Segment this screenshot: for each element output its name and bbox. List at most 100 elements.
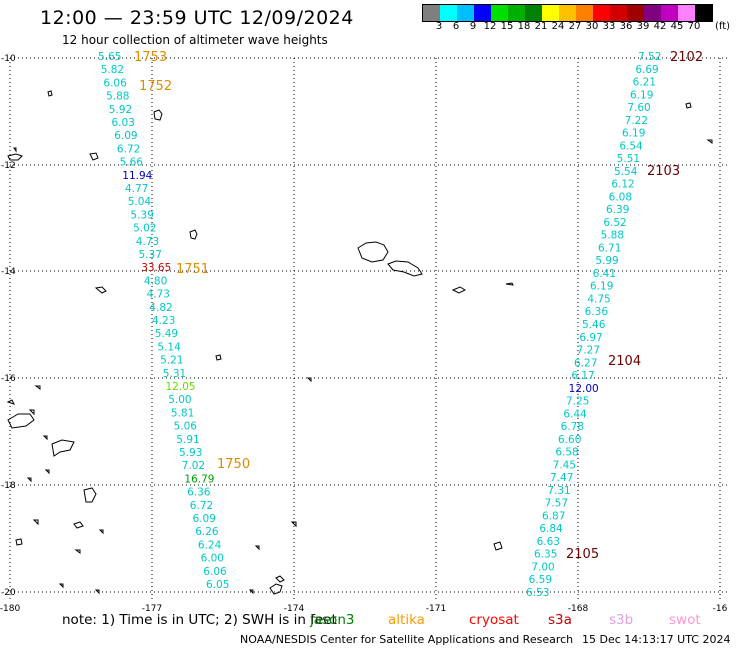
pass-id-label: 1750 — [217, 457, 250, 472]
swh-value: 5.02 — [133, 223, 156, 235]
swh-value: 6.78 — [561, 421, 584, 433]
y-tick-label: -16 — [1, 374, 16, 384]
legend-label: 39 — [636, 21, 650, 32]
swh-value: 6.35 — [534, 549, 557, 561]
legend-swatch — [695, 5, 712, 21]
x-tick-label: -177 — [142, 604, 162, 614]
legend-swatch — [644, 5, 661, 21]
swh-value: 7.52 — [638, 51, 661, 63]
swh-value: 33.65 — [141, 262, 171, 274]
island-fiji-15 — [58, 583, 64, 589]
y-tick-label: -18 — [1, 481, 16, 491]
island-e-3 — [215, 354, 222, 361]
swh-value: 4.75 — [587, 293, 610, 305]
satellite-name: jason3 — [310, 612, 355, 628]
legend-label: 21 — [534, 21, 548, 32]
pass-id-label: 1751 — [176, 262, 209, 277]
swh-value: 6.05 — [206, 579, 229, 591]
swh-value: 5.51 — [617, 153, 640, 165]
legend-label: 15 — [500, 21, 514, 32]
legend-label: 3 — [435, 21, 443, 32]
legend-swatch — [423, 5, 440, 21]
swh-value: 7.27 — [577, 345, 600, 357]
y-tick-label: -12 — [1, 161, 16, 171]
swh-value: 6.87 — [542, 510, 565, 522]
legend-swatch — [474, 5, 491, 21]
swh-value: 7.00 — [531, 561, 554, 573]
swh-value: 5.82 — [101, 64, 124, 76]
swh-value: 7.31 — [547, 485, 570, 497]
swh-value: 5.37 — [139, 249, 162, 261]
swh-value: 5.66 — [120, 157, 144, 169]
legend-label: 9 — [469, 21, 477, 32]
swh-value: 4.77 — [125, 183, 148, 195]
legend-swatch — [440, 5, 457, 21]
swh-value: 5.46 — [582, 319, 606, 331]
pass-id-label: 2102 — [670, 50, 703, 65]
island-fiji-12 — [98, 529, 104, 535]
island-fiji-14 — [26, 477, 32, 483]
legend-swatch — [508, 5, 525, 21]
chart-title: 12:00 — 23:59 UTC 12/09/2024 — [40, 7, 354, 29]
y-tick-label: -10 — [1, 54, 16, 64]
legend-swatch — [593, 5, 610, 21]
island-fiji-1 — [7, 413, 35, 429]
swh-value: 6.36 — [187, 487, 211, 499]
swh-value: 6.53 — [526, 587, 549, 599]
legend-swatch — [491, 5, 508, 21]
swh-value: 6.72 — [190, 500, 213, 512]
swh-value: 5.88 — [601, 230, 624, 242]
satellite-name: swot — [669, 612, 701, 628]
swh-value: 6.26 — [195, 526, 219, 538]
swh-value: 6.24 — [198, 539, 222, 551]
island-small-1 — [505, 282, 514, 286]
legend-label: 12 — [483, 21, 497, 32]
swh-value: 5.49 — [155, 328, 178, 340]
track-west-labels: 5.655.826.065.885.926.036.096.725.6611.9… — [98, 51, 229, 591]
x-tick-label: -171 — [426, 604, 446, 614]
swh-value: 6.09 — [114, 130, 137, 142]
legend-label: 42 — [653, 21, 667, 32]
swh-value: 6.54 — [619, 140, 643, 152]
swh-value: 16.79 — [184, 473, 214, 485]
swh-value: 5.31 — [163, 368, 186, 380]
satellite-name: s3a — [548, 612, 572, 628]
swh-value: 6.27 — [574, 357, 597, 369]
axis-labels: -180 -177 -174 -171 -168 -16 -10 -12 -14 -16 -18 -2… — [0, 54, 728, 614]
island-fiji-16 — [94, 589, 100, 595]
swh-value: 5.99 — [595, 255, 618, 267]
swh-value: 6.41 — [593, 268, 616, 280]
y-tick-label: -20 — [1, 588, 16, 598]
swh-value: 6.19 — [630, 89, 653, 101]
x-tick-label: -168 — [568, 604, 589, 614]
legend-swatch — [576, 5, 593, 21]
legend-label: 36 — [619, 21, 633, 32]
swh-value: 6.84 — [539, 523, 563, 535]
legend-swatch — [661, 5, 678, 21]
swh-value: 7.57 — [545, 498, 568, 510]
island-tonga-4 — [254, 545, 260, 551]
island-fiji-7 — [83, 487, 97, 503]
swh-value: 6.72 — [117, 143, 140, 155]
swh-value: 6.69 — [635, 64, 658, 76]
island-tonga-5 — [248, 589, 254, 595]
chart-subtitle: 12 hour collection of altimeter wave hei… — [62, 33, 328, 47]
swh-value: 6.44 — [563, 408, 587, 420]
swh-value: 6.71 — [598, 242, 621, 254]
island-nw-4 — [13, 147, 17, 153]
island-fiji-6 — [34, 385, 41, 390]
swh-value: 6.19 — [622, 128, 645, 140]
satellite-name: s3b — [609, 612, 634, 628]
swh-value: 5.88 — [106, 91, 129, 103]
swh-value: 6.39 — [606, 204, 629, 216]
swh-value: 5.21 — [160, 355, 183, 367]
legend-label: 6 — [452, 21, 460, 32]
generation-timestamp: 15 Dec 14:13:17 UTC 2024 — [582, 633, 731, 646]
swh-value: 7.22 — [625, 115, 648, 127]
island-fiji-3 — [28, 409, 35, 416]
island-fiji-4 — [42, 435, 48, 441]
island-fiji-11 — [74, 549, 81, 554]
island-tonga-2 — [275, 575, 285, 583]
swh-value: 6.09 — [193, 513, 216, 525]
island-e-4 — [306, 377, 312, 383]
